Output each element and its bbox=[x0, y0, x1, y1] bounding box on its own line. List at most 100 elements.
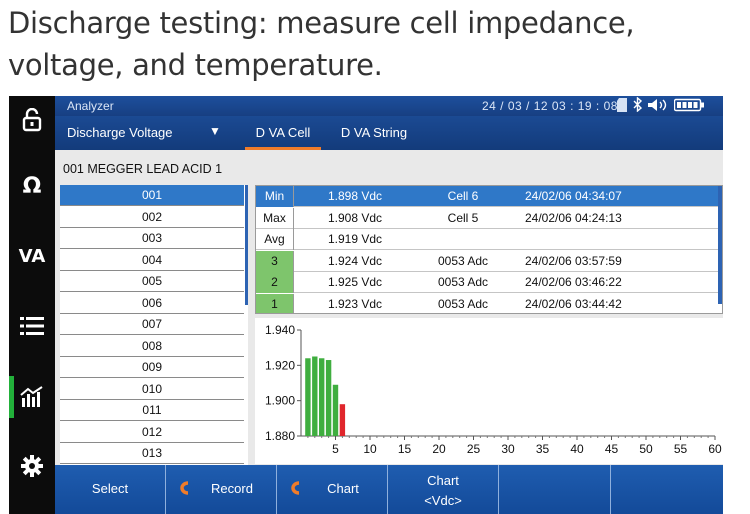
main-screen: Analyzer 24 / 03 / 12 03 : 19 : 08 Disch… bbox=[55, 96, 723, 514]
stats-value: 1.924 Vdc bbox=[328, 253, 383, 268]
cell-row[interactable]: 002 bbox=[60, 207, 244, 228]
stats-row[interactable]: 2 1.925 Vdc 0053 Adc 24/02/06 03:46:22 bbox=[256, 272, 718, 293]
empty-button-5[interactable] bbox=[499, 465, 611, 514]
x-tick-label: 5 bbox=[332, 442, 339, 456]
x-tick-label: 35 bbox=[536, 442, 550, 456]
stats-value: 1.908 Vdc bbox=[328, 210, 383, 225]
tab-d-va-cell[interactable]: D VA Cell bbox=[245, 125, 321, 150]
stats-key: 3 bbox=[256, 250, 294, 272]
stats-table: Min 1.898 Vdc Cell 6 24/02/06 04:34:07 Max 1.… bbox=[255, 185, 723, 314]
stats-extra: Cell 5 bbox=[447, 210, 479, 225]
cell-row[interactable]: 007 bbox=[60, 314, 244, 335]
x-tick-label: 30 bbox=[501, 442, 515, 456]
y-tick-label: 1.900 bbox=[265, 394, 295, 408]
chart-bar bbox=[325, 360, 332, 436]
stats-row[interactable]: Avg 1.919 Vdc bbox=[256, 229, 718, 250]
stats-value: 1.925 Vdc bbox=[328, 275, 383, 289]
stats-value: 1.898 Vdc bbox=[328, 189, 383, 203]
softkey-label: Chart <Vdc> bbox=[388, 471, 498, 511]
stats-scrollbar[interactable] bbox=[718, 186, 722, 304]
stats-row[interactable]: Min 1.898 Vdc Cell 6 24/02/06 04:34:07 bbox=[256, 186, 718, 207]
softkey-label: Chart bbox=[327, 481, 359, 496]
x-tick-label: 45 bbox=[605, 442, 619, 456]
stats-value: 1.923 Vdc bbox=[328, 296, 383, 311]
stats-row[interactable]: 1 1.923 Vdc 0053 Adc 24/02/06 03:44:42 bbox=[256, 293, 718, 313]
stats-time: 24/02/06 04:34:07 bbox=[525, 189, 622, 203]
stats-time: 24/02/06 03:46:22 bbox=[525, 275, 622, 289]
battery-icon bbox=[674, 98, 704, 111]
analyzer-device: Ω VA Analyzer 24 / 03 / 12 03 : 19 : 08 bbox=[9, 96, 723, 514]
chart-button[interactable]: Chart bbox=[277, 465, 388, 514]
cell-row[interactable]: 005 bbox=[60, 271, 244, 292]
cell-row[interactable]: 008 bbox=[60, 336, 244, 357]
select-button[interactable]: Select bbox=[55, 465, 166, 514]
cell-row[interactable]: 009 bbox=[60, 357, 244, 378]
cell-row[interactable]: 003 bbox=[60, 228, 244, 249]
stats-key: Avg bbox=[256, 229, 294, 250]
x-tick-label: 10 bbox=[363, 442, 377, 456]
softkey-bar: Select Record Chart Chart <Vdc> bbox=[55, 465, 723, 514]
softkey-label: Record bbox=[211, 481, 253, 496]
stats-time: 24/02/06 03:44:42 bbox=[525, 296, 622, 311]
cell-row[interactable]: 001 bbox=[60, 185, 244, 206]
page-caption: Discharge testing: measure cell impedanc… bbox=[8, 6, 635, 82]
stats-extra: Cell 6 bbox=[447, 189, 479, 203]
stats-extra: 0053 Adc bbox=[437, 296, 489, 311]
stats-key: Max bbox=[256, 207, 294, 229]
chart-svg: 1.940 1.920 1.900 1.880 5 10 15 20 25 30 35 40 45 50 5… bbox=[265, 323, 722, 456]
stats-key: Min bbox=[256, 186, 294, 207]
cell-row[interactable]: 010 bbox=[60, 379, 244, 400]
stats-key: 1 bbox=[256, 293, 294, 313]
empty-button-6[interactable] bbox=[611, 465, 723, 514]
mode-dropdown-label: Discharge Voltage bbox=[67, 125, 173, 140]
cell-row[interactable]: 006 bbox=[60, 293, 244, 314]
chart-bar bbox=[312, 356, 318, 436]
gear-icon[interactable] bbox=[9, 446, 55, 486]
battery-title: 001 MEGGER LEAD ACID 1 bbox=[63, 162, 223, 176]
stats-time: 24/02/06 04:24:13 bbox=[525, 210, 622, 225]
cell-row[interactable]: 011 bbox=[60, 400, 244, 421]
stats-row[interactable]: 3 1.924 Vdc 0053 Adc 24/02/06 03:57:59 bbox=[256, 250, 718, 272]
cell-row[interactable]: 004 bbox=[60, 250, 244, 271]
bluetooth-icon bbox=[633, 97, 642, 112]
date-time: 24 / 03 / 12 03 : 19 : 08 bbox=[482, 99, 618, 113]
x-tick-label: 55 bbox=[674, 442, 688, 456]
softkey-line2: <Vdc> bbox=[424, 493, 462, 508]
voltage-chart: 1.940 1.920 1.900 1.880 5 10 15 20 25 30 35 40 45 50 5… bbox=[255, 318, 723, 464]
ohm-icon[interactable]: Ω bbox=[22, 173, 42, 199]
list-icon[interactable] bbox=[9, 306, 55, 346]
chart-icon[interactable] bbox=[9, 377, 55, 417]
x-tick-label: 40 bbox=[570, 442, 584, 456]
chart-bar bbox=[332, 384, 339, 436]
cell-list[interactable]: 001 002 003 004 005 006 007 008 009 010 011 012 013 bbox=[60, 185, 248, 465]
active-indicator bbox=[9, 376, 14, 418]
lock-icon[interactable] bbox=[9, 100, 55, 140]
record-button[interactable]: Record bbox=[166, 465, 277, 514]
x-tick-label: 60 bbox=[708, 442, 722, 456]
status-bar: Analyzer 24 / 03 / 12 03 : 19 : 08 bbox=[55, 96, 723, 116]
x-tick-label: 20 bbox=[432, 442, 446, 456]
cell-row[interactable]: 012 bbox=[60, 422, 244, 443]
x-tick-label: 50 bbox=[639, 442, 653, 456]
va-icon[interactable]: VA bbox=[18, 245, 46, 267]
status-icons bbox=[617, 97, 704, 112]
knob-icon bbox=[176, 481, 194, 495]
cell-row[interactable]: 013 bbox=[60, 443, 244, 464]
x-tick-label: 25 bbox=[467, 442, 481, 456]
stats-extra: 0053 Adc bbox=[437, 275, 489, 289]
chart-bar bbox=[305, 358, 311, 436]
chart-unit-button[interactable]: Chart <Vdc> bbox=[388, 465, 499, 514]
chevron-down-icon: ▼ bbox=[209, 124, 221, 138]
mode-dropdown[interactable]: Discharge Voltage ▼ bbox=[59, 123, 229, 143]
cell-list-scrollbar[interactable] bbox=[245, 185, 248, 305]
stats-key: 2 bbox=[256, 272, 294, 293]
speaker-icon bbox=[648, 98, 667, 111]
tab-d-va-string[interactable]: D VA String bbox=[331, 125, 417, 150]
stats-time: 24/02/06 03:57:59 bbox=[525, 253, 622, 268]
knob-icon bbox=[287, 481, 305, 495]
stats-extra: 0053 Adc bbox=[437, 253, 489, 268]
tab-label: D VA Cell bbox=[255, 125, 311, 140]
stats-row[interactable]: Max 1.908 Vdc Cell 5 24/02/06 04:24:13 bbox=[256, 207, 718, 229]
left-sidebar: Ω VA bbox=[9, 96, 55, 514]
x-tick-label: 15 bbox=[398, 442, 412, 456]
